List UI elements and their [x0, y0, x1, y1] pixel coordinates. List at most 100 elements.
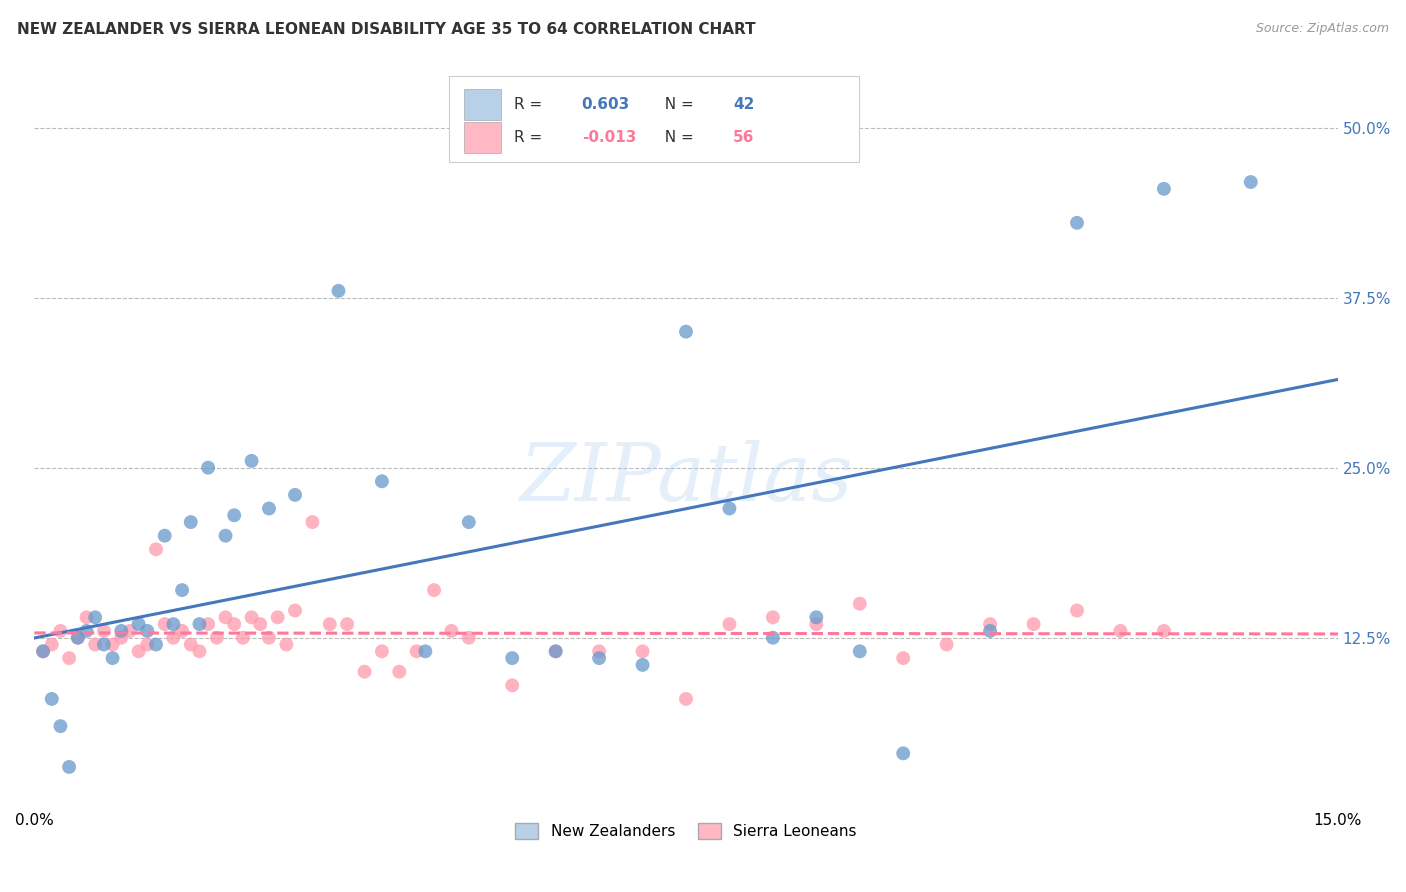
- Point: [32, 644, 55, 658]
- Point: [588, 644, 610, 658]
- Point: [588, 651, 610, 665]
- Text: Source: ZipAtlas.com: Source: ZipAtlas.com: [1256, 22, 1389, 36]
- Point: [257, 631, 280, 645]
- Point: [718, 501, 741, 516]
- Point: [110, 631, 132, 645]
- Point: [501, 678, 523, 692]
- Point: [257, 501, 280, 516]
- Point: [162, 631, 184, 645]
- Text: -0.013: -0.013: [582, 130, 636, 145]
- Point: [32, 644, 55, 658]
- Point: [240, 610, 263, 624]
- Point: [849, 644, 872, 658]
- Point: [891, 747, 914, 761]
- Point: [214, 529, 236, 543]
- Point: [284, 488, 307, 502]
- Text: N =: N =: [655, 97, 699, 112]
- Point: [388, 665, 411, 679]
- Point: [214, 610, 236, 624]
- Point: [979, 617, 1001, 632]
- Point: [371, 475, 394, 489]
- Point: [66, 631, 89, 645]
- Point: [544, 644, 567, 658]
- Text: R =: R =: [515, 130, 547, 145]
- Point: [631, 657, 654, 672]
- Point: [58, 760, 80, 774]
- Point: [118, 624, 141, 638]
- Point: [84, 610, 107, 624]
- Text: 0.603: 0.603: [582, 97, 630, 112]
- Point: [84, 638, 107, 652]
- Point: [180, 515, 202, 529]
- Point: [136, 624, 159, 638]
- Point: [405, 644, 427, 658]
- Point: [718, 617, 741, 632]
- Point: [319, 617, 342, 632]
- Point: [93, 638, 115, 652]
- Point: [172, 624, 194, 638]
- Point: [849, 597, 872, 611]
- Legend: New Zealanders, Sierra Leoneans: New Zealanders, Sierra Leoneans: [509, 817, 863, 845]
- Text: ZIPatlas: ZIPatlas: [519, 440, 853, 517]
- Point: [188, 644, 211, 658]
- Point: [232, 631, 254, 645]
- Point: [415, 644, 437, 658]
- Point: [1066, 603, 1088, 617]
- Point: [58, 651, 80, 665]
- Point: [76, 624, 98, 638]
- Point: [544, 644, 567, 658]
- Point: [180, 638, 202, 652]
- Point: [66, 631, 89, 645]
- Text: 56: 56: [733, 130, 754, 145]
- Text: R =: R =: [515, 97, 547, 112]
- Text: 42: 42: [733, 97, 754, 112]
- Point: [1066, 216, 1088, 230]
- Point: [197, 460, 219, 475]
- Point: [440, 624, 463, 638]
- Point: [162, 617, 184, 632]
- Point: [631, 644, 654, 658]
- FancyBboxPatch shape: [449, 76, 859, 162]
- Point: [806, 610, 828, 624]
- Point: [1153, 182, 1175, 196]
- Point: [76, 610, 98, 624]
- Point: [93, 624, 115, 638]
- Point: [128, 617, 150, 632]
- Point: [1109, 624, 1132, 638]
- Point: [328, 284, 350, 298]
- Point: [371, 644, 394, 658]
- Point: [675, 325, 697, 339]
- Point: [172, 583, 194, 598]
- Point: [276, 638, 298, 652]
- Point: [224, 508, 246, 523]
- Point: [935, 638, 957, 652]
- Point: [153, 529, 176, 543]
- Text: N =: N =: [655, 130, 699, 145]
- Point: [101, 638, 124, 652]
- Point: [224, 617, 246, 632]
- Point: [128, 644, 150, 658]
- Point: [41, 692, 63, 706]
- Point: [284, 603, 307, 617]
- Point: [675, 692, 697, 706]
- Point: [153, 617, 176, 632]
- Point: [806, 617, 828, 632]
- Point: [457, 631, 479, 645]
- Point: [423, 583, 446, 598]
- Point: [979, 624, 1001, 638]
- FancyBboxPatch shape: [464, 89, 501, 120]
- FancyBboxPatch shape: [464, 121, 501, 153]
- Point: [136, 638, 159, 652]
- Point: [891, 651, 914, 665]
- Point: [197, 617, 219, 632]
- Point: [1240, 175, 1263, 189]
- Point: [1022, 617, 1045, 632]
- Point: [110, 624, 132, 638]
- Point: [41, 638, 63, 652]
- Point: [205, 631, 228, 645]
- Point: [145, 542, 167, 557]
- Point: [457, 515, 479, 529]
- Point: [188, 617, 211, 632]
- Point: [266, 610, 288, 624]
- Point: [1153, 624, 1175, 638]
